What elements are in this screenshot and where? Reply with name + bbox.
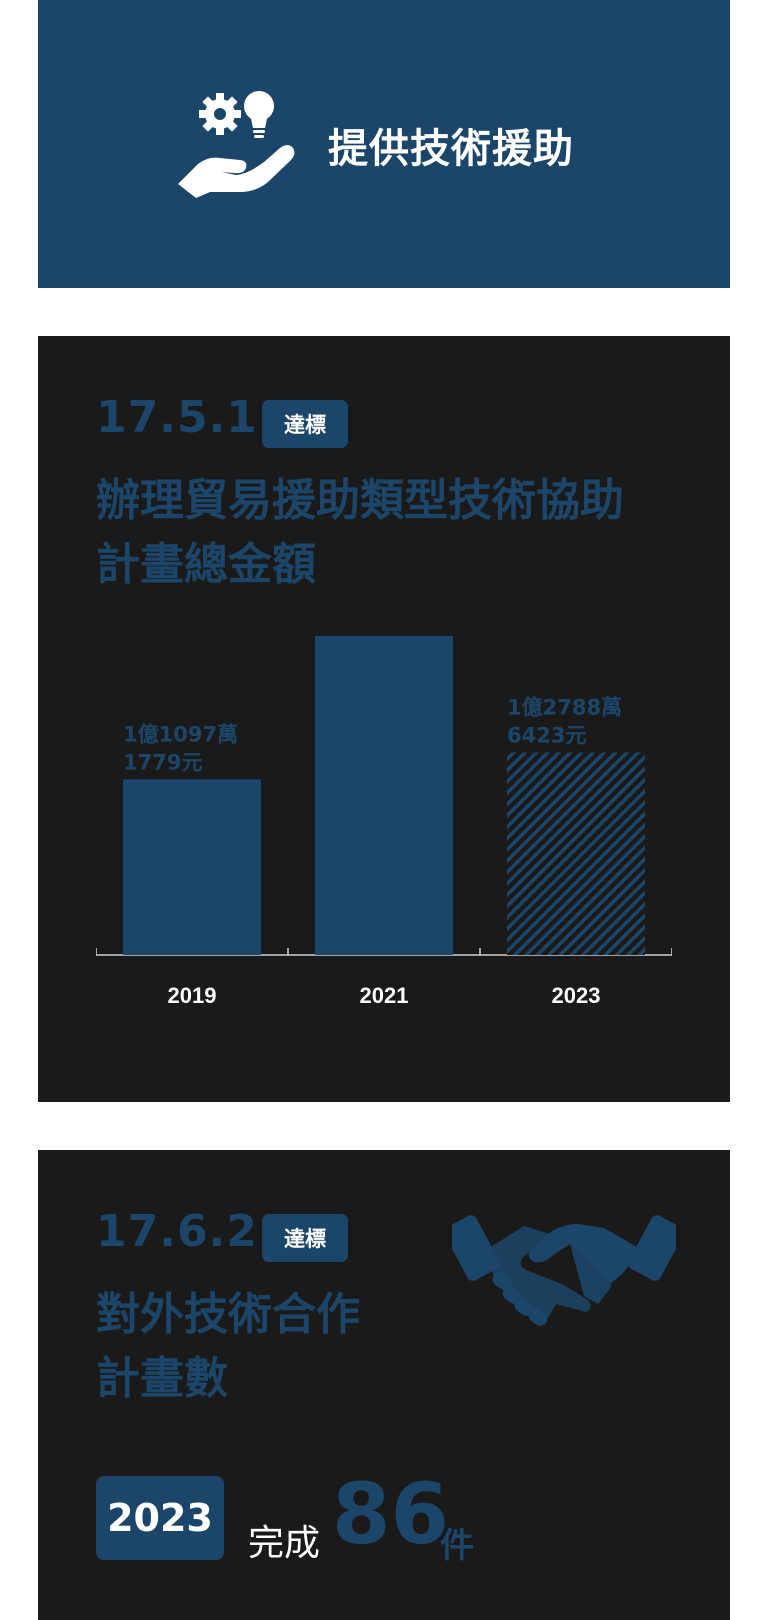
x-tick-label: 2023 xyxy=(552,983,601,1008)
indicator-code: 17.5.1 xyxy=(96,392,258,443)
helping-hand-gear-bulb-icon xyxy=(178,91,295,198)
year-badge: 2023 xyxy=(96,1476,224,1560)
x-tick-label: 2019 xyxy=(168,983,217,1008)
project-count: 86 xyxy=(332,1465,449,1563)
status-badge: 達標 xyxy=(262,1214,348,1262)
header-banner: 提供技術援助 xyxy=(38,0,730,288)
bar-2021 xyxy=(315,636,453,955)
x-tick-label: 2021 xyxy=(360,983,409,1008)
bar-chart: 1億1097萬1779元20192億1155萬5750元20211億2788萬6… xyxy=(96,636,672,1008)
panel-title-line-1: 對外技術合作 xyxy=(96,1289,360,1340)
panel-title-line-1: 辦理貿易援助類型技術協助 xyxy=(96,475,624,526)
bar-2019 xyxy=(123,779,261,955)
bar-value-label: 1779元 xyxy=(123,750,202,774)
bar-2023 xyxy=(507,752,645,955)
done-label: 完成 xyxy=(248,1523,321,1564)
status-badge: 達標 xyxy=(262,400,348,448)
trade-aid-panel: 17.5.1 達標 辦理貿易援助類型技術協助 計畫總金額 1億1097萬 1779… xyxy=(38,336,730,1102)
panel-title-line-2: 計畫數 xyxy=(96,1353,228,1404)
bar-value-label: 1億2788萬 xyxy=(507,696,622,720)
bar-value-label: 1億1097萬 xyxy=(123,722,238,746)
count-unit: 件 xyxy=(440,1526,474,1566)
bar-value-label: 6423元 xyxy=(507,724,586,748)
handshake-icon xyxy=(452,1215,676,1326)
tech-cooperation-panel: 17.6.2 達標 對外技術合作 計畫數 2023 完成 86 件 xyxy=(38,1150,730,1620)
panel-title-line-2: 計畫總金額 xyxy=(96,539,316,590)
indicator-code: 17.6.2 xyxy=(96,1206,258,1257)
header-title: 提供技術援助 xyxy=(328,126,574,172)
